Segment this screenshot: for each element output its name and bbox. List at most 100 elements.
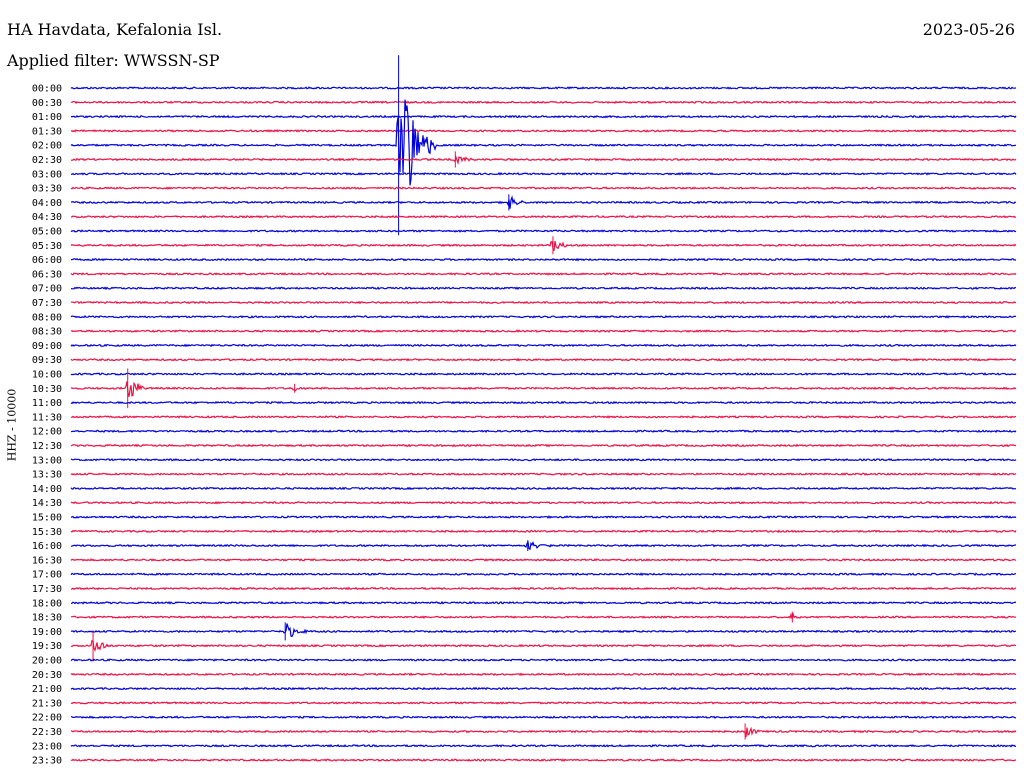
trace-0400 (71, 195, 1017, 209)
time-label: 21:00 (32, 684, 62, 695)
time-label: 09:00 (32, 341, 62, 352)
time-label: 19:30 (32, 641, 62, 652)
trace-1700 (70, 572, 1017, 577)
trace-0030 (70, 100, 1017, 105)
trace-2330 (70, 758, 1017, 763)
time-label: 12:30 (32, 441, 62, 452)
time-label: 09:30 (32, 355, 62, 366)
time-label: 15:00 (32, 513, 62, 524)
station-title: HA Havdata, Kefalonia Isl. (7, 20, 223, 39)
time-label: 17:00 (32, 570, 62, 581)
time-label: 10:00 (32, 370, 62, 381)
trace-2100 (70, 686, 1017, 691)
time-label: 23:30 (32, 756, 62, 767)
time-label: 11:00 (32, 398, 62, 409)
trace-0830 (70, 329, 1017, 333)
trace-0530 (70, 240, 1017, 252)
trace-1330 (70, 472, 1017, 476)
trace-1400 (70, 486, 1017, 491)
time-label: 10:30 (32, 384, 62, 395)
trace-0100 (70, 114, 1017, 119)
traces-group (70, 55, 1017, 763)
trace-0000 (70, 86, 1017, 90)
trace-2030 (70, 672, 1017, 677)
time-label: 02:00 (32, 141, 62, 152)
trace-1530 (70, 529, 1017, 534)
time-label: 22:00 (32, 713, 62, 724)
date-label: 2023-05-26 (922, 20, 1015, 39)
trace-1600 (70, 540, 1017, 551)
trace-0900 (70, 343, 1017, 348)
time-label: 16:30 (32, 555, 62, 566)
time-label: 18:30 (32, 613, 62, 624)
trace-1500 (70, 515, 1017, 519)
time-label: 17:30 (32, 584, 62, 595)
trace-0800 (70, 315, 1017, 319)
time-label: 01:00 (32, 112, 62, 123)
trace-0130 (70, 129, 1017, 133)
time-label: 12:00 (32, 427, 62, 438)
trace-0700 (70, 286, 1017, 291)
trace-0930 (70, 357, 1017, 362)
trace-1900 (70, 623, 1017, 638)
time-label: 00:00 (32, 84, 62, 95)
trace-1730 (70, 586, 1017, 591)
trace-0500 (70, 229, 1017, 233)
trace-1100 (70, 400, 1017, 405)
trace-1800 (71, 600, 1017, 605)
trace-1830 (71, 612, 1017, 620)
trace-0330 (70, 186, 1016, 190)
trace-2230 (70, 726, 1017, 738)
trace-0730 (70, 300, 1017, 305)
trace-0430 (70, 214, 1017, 219)
time-label: 21:30 (32, 698, 62, 709)
time-label: 07:00 (32, 284, 62, 295)
time-label: 22:30 (32, 727, 62, 738)
time-label: 03:00 (32, 169, 62, 180)
time-label: 07:30 (32, 298, 62, 309)
time-label: 04:30 (32, 212, 62, 223)
time-label: 20:30 (32, 670, 62, 681)
time-labels-group: 00:00 00:30 01:00 01:30 02:00 02:30 03:00 03:30… (32, 84, 62, 767)
trace-1030 (70, 381, 1017, 397)
trace-2300 (70, 743, 1017, 748)
trace-1630 (70, 558, 1017, 562)
time-label: 06:30 (32, 269, 62, 280)
trace-1000 (70, 372, 1017, 376)
trace-2130 (70, 701, 1017, 705)
time-label: 15:30 (32, 527, 62, 538)
trace-1200 (70, 429, 1017, 434)
time-label: 13:00 (32, 455, 62, 466)
trace-2000 (70, 658, 1017, 662)
filter-label: Applied filter: WWSSN-SP (7, 51, 220, 70)
trace-1230 (70, 443, 1017, 448)
time-label: 08:30 (32, 327, 62, 338)
time-label: 16:00 (32, 541, 62, 552)
time-label: 04:00 (32, 198, 62, 209)
time-label: 11:30 (32, 412, 62, 423)
trace-0630 (70, 272, 1017, 276)
time-label: 01:30 (32, 126, 62, 137)
trace-1930 (70, 639, 1017, 653)
time-label: 06:00 (32, 255, 62, 266)
time-label: 05:30 (32, 241, 62, 252)
time-label: 05:00 (32, 227, 62, 238)
trace-0230 (70, 155, 1017, 166)
trace-0600 (71, 257, 1017, 262)
time-label: 20:00 (32, 656, 62, 667)
time-label: 13:30 (32, 470, 62, 481)
time-label: 14:00 (32, 484, 62, 495)
trace-1430 (70, 500, 1017, 505)
trace-1130 (70, 414, 1017, 419)
time-label: 03:30 (32, 184, 62, 195)
trace-1300 (70, 458, 1017, 462)
time-label: 02:30 (32, 155, 62, 166)
time-label: 18:00 (32, 598, 62, 609)
time-label: 14:30 (32, 498, 62, 509)
trace-0200 (70, 99, 1017, 186)
trace-2200 (70, 715, 1016, 719)
time-label: 23:00 (32, 741, 62, 752)
trace-0300 (70, 171, 1017, 176)
time-label: 08:00 (32, 312, 62, 323)
